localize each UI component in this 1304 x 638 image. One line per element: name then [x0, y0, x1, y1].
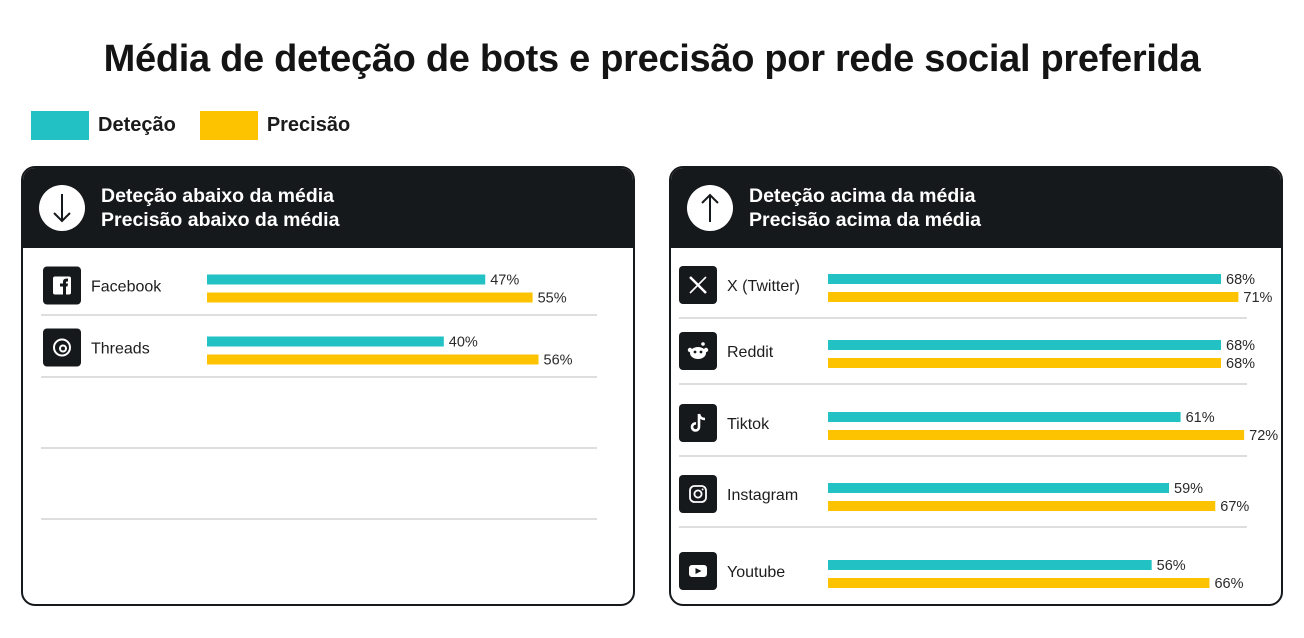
legend-swatch-detecao — [31, 111, 89, 140]
category-label: Threads — [91, 341, 150, 358]
data-label: 56% — [544, 353, 573, 369]
data-label: 56% — [1157, 558, 1186, 574]
legend-item-precisao: Precisão — [199, 111, 351, 140]
header-line-detection: Deteção acima da média — [749, 185, 976, 207]
category-row: Reddit 68% 68% — [679, 332, 1255, 385]
category-row: Instagram 59% 67% — [679, 475, 1249, 528]
panel-above-average: Deteção acima da média Precisão acima da… — [669, 166, 1283, 606]
legend-label-precisao: Precisão — [266, 114, 351, 136]
bar-detecao — [207, 274, 486, 285]
category-label: Facebook — [91, 279, 162, 296]
bar-detecao — [828, 274, 1222, 284]
bar-precisao — [207, 354, 539, 365]
data-label: 72% — [1249, 428, 1278, 444]
bar-precisao — [828, 501, 1216, 511]
arrow-down-icon — [39, 185, 85, 231]
panel-below-average: Deteção abaixo da média Precisão abaixo … — [21, 166, 635, 606]
legend: Deteção Precisão — [31, 111, 374, 140]
category-label: Youtube — [727, 564, 785, 581]
data-label: 55% — [538, 291, 567, 307]
bar-precisao — [207, 292, 533, 303]
arrow-up-icon — [687, 185, 733, 231]
header-line-detection: Deteção abaixo da média — [101, 185, 335, 207]
bar-precisao — [828, 292, 1239, 302]
bar-detecao — [828, 483, 1170, 493]
facebook-icon — [43, 266, 81, 305]
data-label: 61% — [1186, 410, 1215, 426]
category-row: Facebook 47% 55% — [41, 266, 597, 316]
data-label: 59% — [1174, 481, 1203, 497]
bar-precisao — [828, 430, 1245, 440]
category-row: Tiktok 61% 72% — [679, 404, 1278, 457]
data-label: 71% — [1243, 290, 1272, 306]
data-label: 68% — [1226, 338, 1255, 354]
bar-detecao — [207, 336, 444, 347]
bar-detecao — [828, 412, 1181, 422]
bar-precisao — [828, 578, 1210, 588]
data-label: 68% — [1226, 272, 1255, 288]
category-label: Reddit — [727, 344, 774, 361]
plot-area-left: Facebook 47% 55% Threads 40% 56% — [41, 266, 597, 520]
category-label: Tiktok — [727, 416, 770, 433]
panel-header: Deteção acima da média Precisão acima da… — [671, 168, 1281, 248]
chart-title: Média de deteção de bots e precisão por … — [103, 38, 1201, 80]
data-label: 66% — [1214, 576, 1243, 592]
x-twitter-icon — [679, 266, 717, 304]
tiktok-icon — [679, 404, 717, 442]
legend-item-detecao: Deteção — [31, 111, 176, 140]
header-lines: Deteção abaixo da média Precisão abaixo … — [101, 184, 339, 232]
panel-header: Deteção abaixo da média Precisão abaixo … — [23, 168, 633, 248]
header-lines: Deteção acima da média Precisão acima da… — [749, 184, 981, 232]
category-row: X (Twitter) 68% 71% — [679, 266, 1273, 319]
instagram-icon — [679, 475, 717, 513]
legend-swatch-precisao — [199, 111, 258, 140]
youtube-icon — [679, 552, 717, 590]
data-label: 67% — [1220, 499, 1249, 515]
threads-icon — [43, 328, 81, 367]
category-label: X (Twitter) — [727, 278, 800, 295]
data-label: 40% — [449, 335, 478, 351]
plot-area-right: X (Twitter) 68% 71% Reddit 68% 68% Tiktok 61% 72… — [679, 266, 1278, 592]
category-row: Youtube 56% 66% — [679, 552, 1244, 592]
category-row: Threads 40% 56% — [41, 328, 597, 378]
bar-precisao — [828, 358, 1222, 368]
bar-detecao — [828, 560, 1152, 570]
data-label: 68% — [1226, 356, 1255, 372]
header-line-precision: Precisão abaixo da média — [101, 209, 340, 231]
legend-label-detecao: Deteção — [98, 114, 176, 136]
data-label: 47% — [490, 273, 519, 289]
category-label: Instagram — [727, 487, 798, 504]
bar-detecao — [828, 340, 1222, 350]
header-line-precision: Precisão acima da média — [749, 209, 981, 231]
reddit-icon — [679, 332, 717, 370]
